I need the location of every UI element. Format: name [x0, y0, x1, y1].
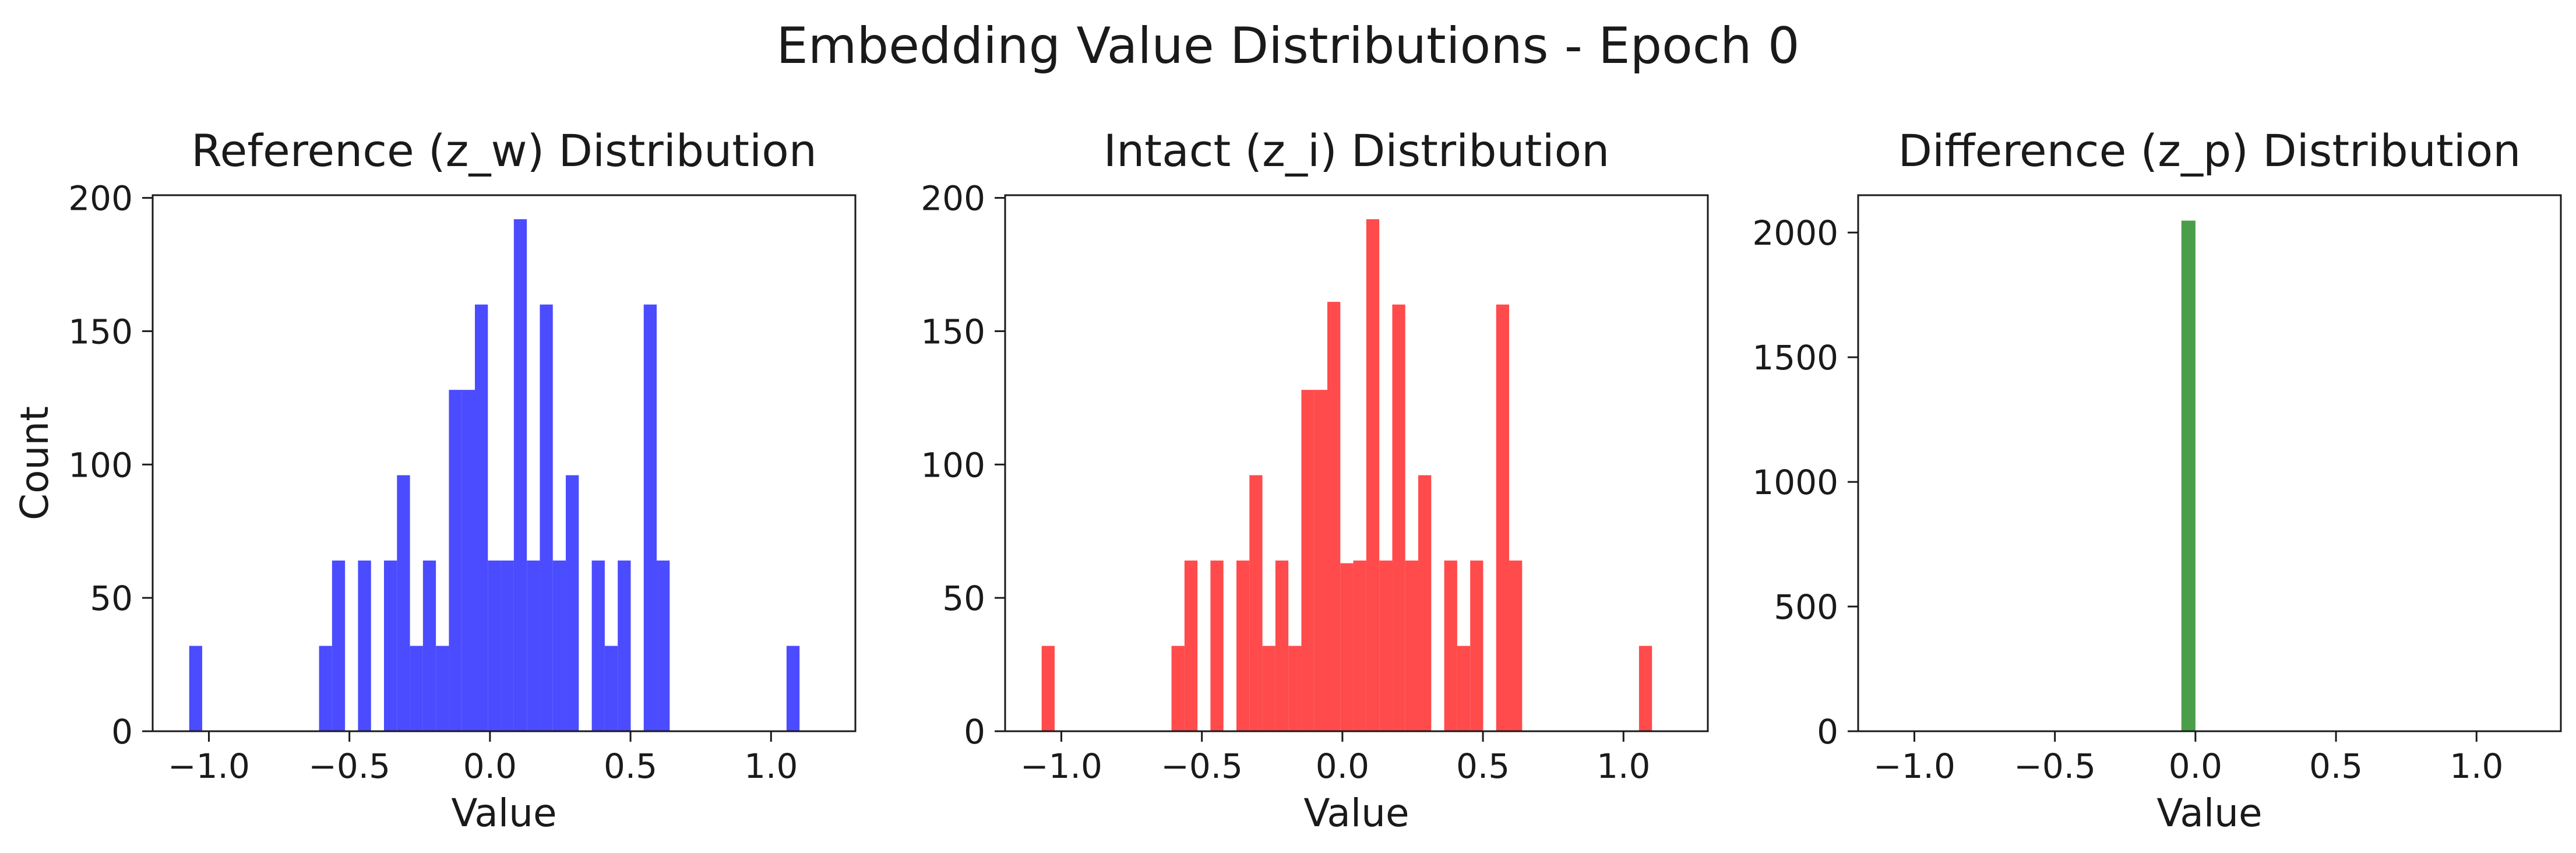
axes-frame	[151, 194, 857, 732]
histogram-bar	[1457, 646, 1471, 731]
y-tick-label: 200	[921, 179, 985, 218]
histogram-bar	[501, 561, 514, 731]
histogram-bar	[436, 646, 449, 731]
x-tick-label: −1.0	[1020, 746, 1102, 786]
y-tick-label: 500	[1774, 587, 1838, 627]
histogram-bar	[1041, 646, 1055, 731]
y-tick-label: 100	[68, 445, 133, 485]
x-tick-label: 0.5	[1456, 746, 1510, 786]
histogram-bar	[527, 561, 540, 731]
histogram-bar	[1418, 475, 1432, 731]
histogram-bar	[513, 219, 527, 731]
y-tick-label: 200	[68, 179, 133, 218]
x-tick-label: 0.0	[1316, 746, 1369, 786]
x-tick-label: −0.5	[1161, 746, 1243, 786]
subplot-title: Reference (z_w) Distribution	[191, 125, 817, 177]
histogram-bar	[461, 390, 475, 731]
y-tick-label: 1000	[1752, 463, 1838, 502]
histogram-bar	[1379, 561, 1393, 731]
histogram-bar	[1444, 561, 1457, 731]
histogram-bar	[1496, 304, 1510, 731]
x-tick-label: 1.0	[1597, 746, 1650, 786]
histogram-bar	[1262, 646, 1275, 731]
histogram-bar	[657, 561, 670, 731]
y-tick-label: 150	[68, 312, 133, 351]
histogram-bar	[1340, 563, 1354, 731]
histogram-bar	[1171, 646, 1185, 731]
x-axis-label: Value	[1303, 791, 1409, 836]
histogram-bar	[1638, 646, 1652, 731]
y-tick-label: 0	[111, 712, 133, 752]
histogram-bar	[1288, 646, 1302, 731]
y-tick-label: 150	[921, 312, 985, 351]
x-tick-label: −1.0	[168, 746, 250, 786]
histogram-bar	[332, 561, 346, 731]
histogram-bar	[1353, 561, 1366, 731]
histogram-bar	[591, 561, 605, 731]
x-tick-label: −0.5	[308, 746, 390, 786]
x-tick-label: 0.5	[2309, 746, 2363, 786]
subplot-title: Intact (z_i) Distribution	[1104, 125, 1610, 177]
subplot-2: −1.0 −0.5 0.0 0.5 1.0 0 50 100 150 200 Intact (z_i…	[921, 125, 1709, 836]
y-tick-label: 50	[90, 579, 133, 618]
x-tick-label: 0.5	[604, 746, 657, 786]
histogram-bar	[358, 561, 371, 731]
x-axis-label: Value	[2156, 791, 2262, 836]
histogram-bar	[1509, 561, 1523, 731]
histogram-bar	[422, 561, 436, 731]
x-tick-label: 0.0	[463, 746, 517, 786]
histogram-bar	[786, 646, 800, 731]
histogram-bar	[618, 561, 631, 731]
histogram-bar	[410, 646, 423, 731]
histogram-bar	[552, 561, 566, 731]
histogram-bar	[540, 304, 553, 731]
y-axis-label: Count	[12, 406, 57, 520]
histogram-bar	[1405, 561, 1419, 731]
x-tick-label: 1.0	[744, 746, 798, 786]
y-tick-label: 0	[964, 712, 985, 752]
histogram-bar	[604, 646, 618, 731]
histogram-bar	[1470, 561, 1483, 731]
histogram-bar	[1275, 561, 1289, 731]
y-tick-label: 0	[1817, 712, 1838, 752]
x-tick-label: −0.5	[2014, 746, 2096, 786]
x-tick-label: 0.0	[2169, 746, 2222, 786]
histogram-bar	[319, 646, 332, 731]
axes-frame	[1004, 194, 1709, 732]
histogram-bar	[1366, 219, 1380, 731]
histogram-bar	[1236, 561, 1250, 731]
histogram-bar	[566, 475, 579, 731]
y-tick-label: 2000	[1752, 213, 1838, 253]
histogram-bar	[449, 390, 462, 731]
histogram-bar	[2181, 220, 2196, 732]
histogram-bar	[475, 304, 488, 731]
y-tick-label: 1500	[1752, 338, 1838, 378]
histogram-bar	[1210, 561, 1224, 731]
y-tick-label: 100	[921, 445, 985, 485]
histogram-bar	[1327, 302, 1341, 731]
histogram-bar	[1184, 561, 1198, 731]
histogram-bar	[1314, 390, 1328, 731]
histogram-bar	[1301, 390, 1315, 731]
histogram-bar	[488, 561, 501, 731]
axes-frame	[1857, 194, 2562, 732]
figure-title: Embedding Value Distributions - Epoch 0	[776, 17, 1800, 75]
histogram-bar	[643, 304, 657, 731]
x-tick-label: −1.0	[1873, 746, 1955, 786]
subplot-3: −1.0 −0.5 0.0 0.5 1.0 0 500 1000 1500 2000 Differe…	[1752, 125, 2562, 836]
histogram-bar	[189, 646, 202, 731]
histogram-bar	[384, 561, 397, 731]
subplot-title: Difference (z_p) Distribution	[1898, 125, 2521, 177]
subplot-1: −1.0 −0.5 0.0 0.5 1.0 0 50 100 150 200 Reference (…	[12, 125, 857, 836]
histogram-bar	[397, 475, 410, 731]
x-tick-label: 1.0	[2450, 746, 2503, 786]
y-tick-label: 50	[942, 579, 985, 618]
histogram-bar	[1249, 475, 1263, 731]
x-axis-label: Value	[451, 791, 556, 836]
histogram-bar	[1392, 304, 1405, 731]
